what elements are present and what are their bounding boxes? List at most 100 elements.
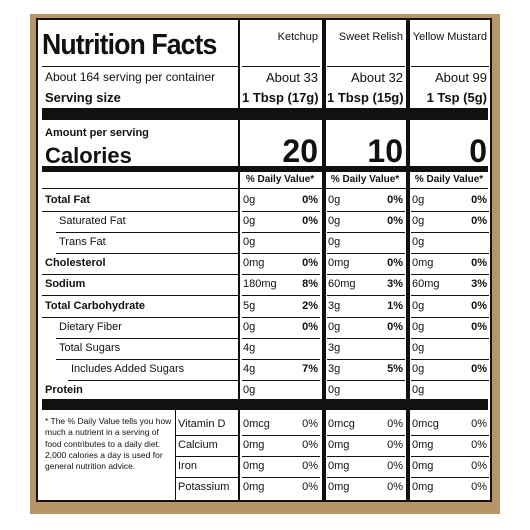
nutrient-label: Sodium: [45, 278, 86, 291]
daily-value: 0%: [302, 257, 318, 270]
amount: 0g: [412, 299, 425, 312]
rule: [56, 231, 238, 233]
amount: 0g: [328, 384, 341, 397]
rule: [327, 316, 405, 318]
rule: [42, 188, 488, 189]
rule: [242, 434, 320, 436]
rule: [327, 359, 405, 360]
product-name: Yellow Mustard: [412, 30, 487, 43]
amount: 0g: [243, 235, 256, 248]
amount: 0g: [412, 341, 425, 354]
daily-value: 0%: [387, 214, 403, 227]
daily-value: 0%: [471, 438, 487, 451]
daily-value: 3%: [471, 278, 487, 291]
daily-value: 8%: [302, 278, 318, 291]
product-name: Ketchup: [277, 30, 318, 43]
daily-value: 0%: [387, 460, 403, 473]
daily-value: 0%: [387, 481, 403, 494]
daily-value: 3%: [387, 278, 403, 291]
amount: 60mg: [412, 278, 440, 291]
rule: [242, 231, 320, 233]
rule: [411, 231, 489, 233]
daily-value: 0%: [471, 460, 487, 473]
calories-value: 20: [282, 133, 318, 169]
daily-value: 0%: [302, 460, 318, 473]
amount: 4g: [243, 363, 256, 376]
servings: About 32: [350, 69, 403, 85]
amount: 0g: [243, 384, 256, 397]
dv-header: % Daily Value*: [245, 174, 315, 185]
serving-size: 1 Tsp (5g): [426, 89, 487, 105]
rule: [242, 359, 320, 360]
rule: [411, 337, 489, 339]
amount: 0g: [243, 193, 256, 206]
nutrient-label: Includes Added Sugars: [71, 363, 185, 376]
amount: 0mg: [243, 438, 265, 451]
rule: [242, 210, 320, 212]
rule: [242, 316, 320, 318]
rule: [411, 66, 489, 67]
daily-value: 0%: [387, 438, 403, 451]
serving-size: 1 Tbsp (17g): [242, 89, 319, 105]
footnote: * The % Daily Value tells you how much a…: [45, 416, 172, 472]
rule: [56, 253, 238, 254]
rule: [327, 231, 405, 233]
daily-value: 5%: [387, 363, 403, 376]
rule: [56, 359, 238, 360]
servings: About 99: [434, 69, 487, 85]
dv-header: % Daily Value*: [414, 174, 484, 185]
amount: 0mg: [328, 481, 350, 494]
rule: [411, 210, 489, 212]
daily-value: 0%: [471, 481, 487, 494]
rule: [42, 295, 238, 297]
daily-value: 0%: [302, 481, 318, 494]
amount: 0g: [412, 320, 425, 333]
daily-value: 0%: [471, 299, 487, 312]
daily-value: 0%: [302, 193, 318, 206]
rule: [176, 434, 238, 436]
amount: 3g: [328, 299, 341, 312]
rule: [242, 337, 320, 339]
daily-value: 0%: [471, 257, 487, 270]
rule: [242, 380, 320, 382]
rule: [242, 295, 320, 297]
rule: [327, 337, 405, 339]
daily-value: 0%: [302, 320, 318, 333]
rule: [176, 477, 238, 479]
amount: 60mg: [328, 278, 356, 291]
rule: [242, 274, 320, 276]
nutrient-label: Total Fat: [45, 193, 91, 206]
nutrient-label: Dietary Fiber: [59, 320, 122, 333]
amount: 0mg: [328, 438, 350, 451]
rule: [42, 108, 488, 120]
rule: [411, 253, 489, 254]
daily-value: 0%: [387, 417, 403, 430]
daily-value: 0%: [387, 257, 403, 270]
rule: [406, 20, 410, 500]
daily-value: 0%: [302, 417, 318, 430]
rule: [411, 274, 489, 276]
rule: [238, 20, 240, 500]
rule: [242, 477, 320, 479]
nutrient-label: Total Sugars: [59, 341, 121, 354]
amount: 0mcg: [412, 417, 439, 430]
daily-value: 1%: [387, 299, 403, 312]
product-name: Sweet Relish: [338, 30, 403, 43]
rule: [322, 20, 326, 500]
amount: 0mg: [412, 438, 434, 451]
rule: [411, 455, 489, 457]
daily-value: 0%: [471, 214, 487, 227]
rule: [411, 477, 489, 479]
rule: [242, 455, 320, 457]
amount: 0g: [412, 235, 425, 248]
amount: 180mg: [243, 278, 277, 291]
rule: [327, 477, 405, 479]
daily-value: 0%: [471, 363, 487, 376]
amount: 0g: [412, 214, 425, 227]
rule: [327, 210, 405, 212]
rule: [327, 295, 405, 297]
rule: [242, 253, 320, 254]
rule: [327, 455, 405, 457]
calories-value: 10: [367, 133, 403, 169]
nutrient-label: Total Carbohydrate: [45, 299, 146, 312]
